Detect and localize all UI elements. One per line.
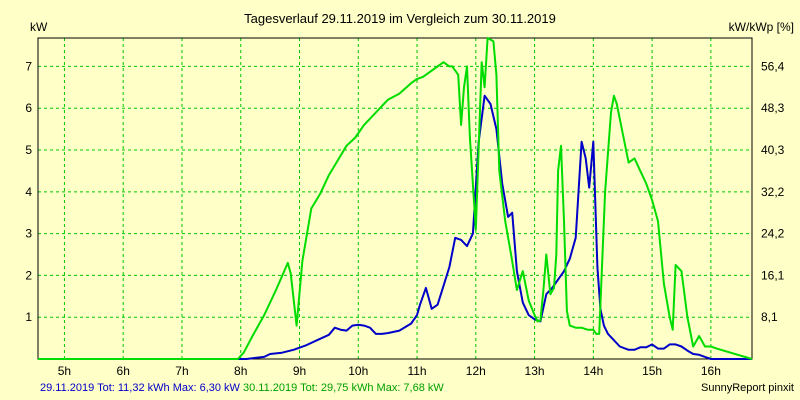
x-tick-label: 11h [407, 364, 426, 378]
x-tick-label: 12h [466, 364, 486, 378]
y-tick-label-right: 24,2 [761, 227, 785, 241]
y-tick-label-left: 7 [25, 59, 32, 73]
y-tick-label-left: 3 [25, 227, 32, 241]
y-tick-label-left: 2 [25, 268, 32, 282]
y-tick-label-right: 56,4 [761, 59, 785, 73]
y-tick-label-left: 5 [25, 143, 32, 157]
series2-summary: 30.11.2019 Tot: 29,75 kWh Max: 7,68 kW [243, 382, 444, 394]
y-axis-label-right: kW/kWp [%] [729, 20, 794, 34]
y-tick-label-left: 6 [25, 101, 32, 115]
series-line-1 [38, 94, 752, 360]
y-axis-label-left: kW [30, 20, 48, 34]
series-lines [38, 37, 753, 360]
credit-text: SunnyReport pinxit [701, 382, 794, 394]
y-tick-label-right: 40,3 [761, 143, 785, 157]
x-tick-label: 10h [348, 364, 368, 378]
y-tick-label-left: 4 [25, 185, 32, 199]
x-tick-label: 15h [642, 364, 662, 378]
x-tick-label: 7h [175, 364, 188, 378]
x-tick-label: 13h [525, 364, 545, 378]
y-tick-label-right: 48,3 [761, 101, 785, 115]
series1-summary: 29.11.2019 Tot: 11,32 kWh Max: 6,30 kW [40, 382, 240, 394]
y-tick-label-left: 1 [25, 310, 32, 324]
axis-ticks: 5h 6h 7h 8h 9h 10h 11h 12h 13h 14h 15h 16h 1 8,1 2 16,1… [25, 59, 784, 378]
x-tick-label: 8h [234, 364, 247, 378]
x-tick-label: 5h [58, 364, 71, 378]
y-tick-label-right: 32,2 [761, 185, 785, 199]
x-tick-label: 16h [701, 364, 721, 378]
x-tick-label: 9h [293, 364, 306, 378]
x-tick-label: 14h [583, 364, 603, 378]
y-tick-label-right: 16,1 [761, 268, 785, 282]
x-tick-label: 6h [117, 364, 130, 378]
grid [38, 38, 752, 359]
y-tick-label-right: 8,1 [761, 310, 778, 324]
chart-title: Tagesverlauf 29.11.2019 im Vergleich zum… [244, 11, 556, 26]
plot-area [37, 37, 753, 360]
series-line-2 [38, 37, 753, 360]
chart-footer: 29.11.2019 Tot: 11,32 kWh Max: 6,30 kW 3… [40, 382, 444, 394]
